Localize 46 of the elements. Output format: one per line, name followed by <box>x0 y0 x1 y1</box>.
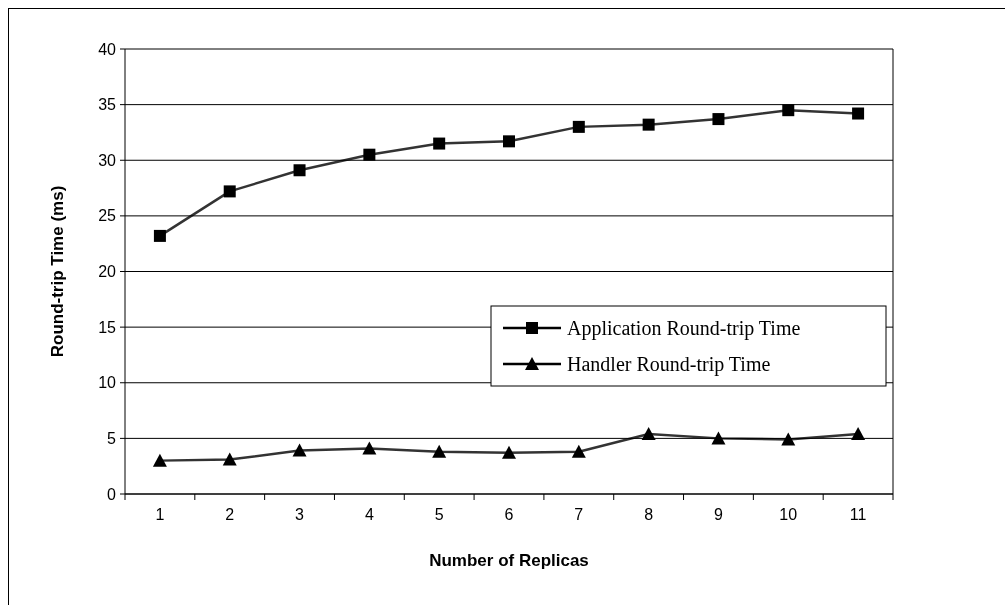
point <box>432 444 447 458</box>
y-tick-label: 20 <box>98 263 117 281</box>
legend-label: Application Round-trip Time <box>567 317 801 340</box>
y-axis-title: Round-trip Time (ms) <box>48 185 67 358</box>
y-tick-label: 35 <box>98 96 117 114</box>
point <box>641 426 656 440</box>
x-axis-title: Number of Replicas <box>429 551 589 570</box>
point <box>502 445 516 459</box>
y-tick-label: 30 <box>98 151 117 169</box>
x-tick-label: 5 <box>434 506 444 523</box>
point <box>852 107 865 120</box>
y-tick-label: 40 <box>98 40 117 58</box>
y-tick-label: 10 <box>98 374 117 392</box>
point <box>223 185 236 198</box>
y-tick-label: 15 <box>98 318 117 336</box>
x-tick-label: 3 <box>295 506 305 523</box>
x-tick-label: 11 <box>849 506 867 523</box>
point <box>292 443 307 457</box>
point <box>152 453 167 467</box>
x-tick-label: 4 <box>364 506 374 523</box>
x-tick-label: 8 <box>644 506 654 523</box>
point <box>362 441 377 455</box>
point <box>851 426 866 440</box>
point <box>572 120 585 133</box>
point <box>782 104 795 117</box>
point <box>711 431 726 445</box>
x-tick-label: 9 <box>714 506 723 523</box>
point <box>642 118 655 131</box>
point <box>363 148 376 161</box>
y-tick-label: 25 <box>98 207 117 225</box>
x-tick-label: 7 <box>574 506 584 523</box>
x-tick-label: 2 <box>225 506 235 523</box>
point <box>153 229 166 242</box>
point <box>433 137 446 150</box>
point <box>781 432 796 446</box>
x-tick-label: 1 <box>155 506 165 523</box>
y-tick-label: 0 <box>107 485 117 503</box>
point <box>503 135 515 148</box>
x-tick-label: 6 <box>504 506 514 523</box>
point <box>712 113 725 126</box>
point <box>571 444 586 458</box>
point <box>293 164 306 177</box>
point <box>222 452 237 466</box>
legend-label: Handler Round-trip Time <box>567 353 771 376</box>
x-tick-label: 10 <box>779 506 798 523</box>
y-tick-label: 5 <box>107 429 117 447</box>
